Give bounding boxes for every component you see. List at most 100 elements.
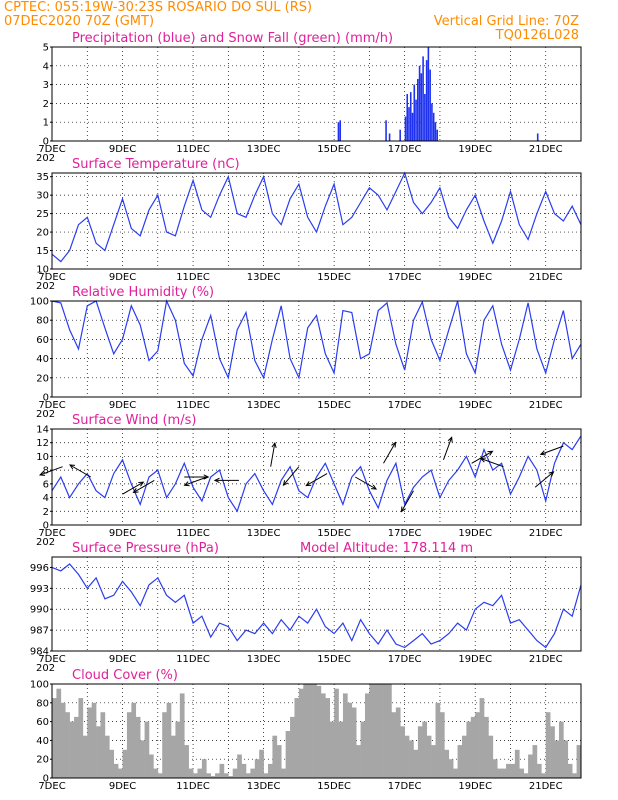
cloud-bar [219, 763, 225, 778]
cloud-bar [435, 702, 441, 778]
cloud-bar [69, 721, 75, 778]
y-tick-label: 60 [36, 717, 49, 728]
cloud-bar [576, 745, 582, 778]
y-tick-label: 4 [43, 61, 49, 72]
x-tick-label: 9DEC [109, 144, 136, 155]
panel-rh: 0 20 40 60 80 100 7DEC 9DEC 11DEC 13DEC 15DEC 17DEC… [30, 285, 582, 420]
panel-wind: 0 2 4 6 8 10 12 14 7DEC 9DEC 11DEC 13DEC 15DEC 17DEC 1… [36, 413, 582, 548]
precip-bar [411, 112, 414, 141]
y-tick-label: 993 [30, 584, 49, 595]
cloud-bar [572, 773, 577, 778]
y-tick-label: 30 [36, 191, 49, 202]
x-tick-label: 19DEC [458, 272, 492, 283]
cloud-bar [74, 716, 79, 778]
cloud-bar [519, 768, 524, 778]
y-tick-label: 100 [30, 680, 49, 691]
cloud-bar [488, 735, 494, 778]
cloud-bar [78, 698, 84, 778]
cloud-bar [338, 721, 344, 778]
cloud-bar [426, 735, 432, 778]
precip-bar [417, 78, 419, 141]
cloud-bar [281, 768, 286, 778]
x-tick-label: 21DEC [529, 400, 563, 411]
cloud-bar [391, 712, 397, 778]
x-tick-label: 17DEC [388, 144, 422, 155]
cloud-bar [563, 740, 569, 778]
wind-arrow-head [305, 481, 312, 487]
x-tick-label: 19DEC [458, 781, 492, 792]
cloud-bar [316, 685, 322, 778]
cloud-bar [325, 698, 331, 778]
y-tick-label: 20 [36, 755, 49, 766]
x-tick-label: 19DEC [458, 654, 492, 665]
panel-title: Precipitation (blue) and Snow Fall (gree… [72, 31, 393, 46]
x-tick-label: 19DEC [458, 400, 492, 411]
y-tick-label: 987 [30, 626, 49, 637]
header-run-time: 07DEC2020 70Z (GMT) [4, 14, 154, 29]
cloud-bar [197, 768, 203, 778]
y-tick-label: 5 [43, 43, 49, 54]
y-tick-label: 990 [30, 605, 49, 616]
y-tick-label: 0 [43, 521, 49, 532]
y-tick-label: 35 [36, 172, 49, 183]
cloud-bar [444, 749, 450, 778]
header-station: CPTEC: 055:19W-30:23S ROSARIO DO SUL (RS… [4, 0, 312, 15]
cloud-bar [188, 768, 194, 778]
cloud-bar [285, 731, 291, 778]
precip-bar [408, 107, 410, 141]
cloud-bar [113, 763, 119, 778]
cloud-bar [228, 776, 234, 778]
cloud-bar [320, 693, 326, 778]
cloud-bar [484, 716, 489, 778]
cloud-bar [470, 716, 476, 778]
x-tick-label: 17DEC [388, 528, 422, 539]
x-tick-label: 9DEC [109, 528, 136, 539]
cloud-bar [100, 712, 106, 778]
x-tick-label: 9DEC [109, 272, 136, 283]
cloud-bar [312, 684, 317, 778]
wind-arrow [133, 479, 155, 493]
panel-title: Relative Humidity (%) [72, 285, 214, 300]
cloud-bar [290, 716, 295, 778]
cloud-bar [223, 773, 229, 778]
x-tick-label: 11DEC [176, 528, 210, 539]
cloud-bar [237, 754, 242, 778]
cloud-bar [171, 735, 176, 778]
cloud-bar [351, 707, 357, 778]
cloud-bar [298, 688, 304, 778]
wind-line [51, 435, 582, 513]
cloud-bar [395, 707, 401, 778]
cloud-bar [303, 684, 308, 778]
cloud-bar [157, 773, 163, 778]
rh-line [51, 299, 582, 380]
wind-arrow-head [282, 480, 289, 486]
cloud-bar [409, 740, 414, 778]
cloud-bar [431, 745, 436, 778]
precip-bar [413, 84, 416, 141]
wind-arrow-head [203, 474, 210, 480]
x-tick-label: 15DEC [317, 272, 351, 283]
y-tick-label: 80 [36, 316, 49, 327]
panel-title: Surface Temperature (nC) [72, 157, 240, 172]
x-tick-label: 11DEC [176, 400, 210, 411]
cloud-bar [400, 726, 405, 778]
x-tick-label: 21DEC [529, 528, 563, 539]
cloud-bar [135, 716, 141, 778]
y-tick-label: 2 [43, 99, 49, 110]
wind-arrow-head [400, 506, 406, 513]
panel-cloud: 0 20 40 60 80 100 7DEC 9DEC 11DEC 13DEC 15DEC 17DEC… [30, 668, 582, 792]
y-tick-label: 20 [36, 373, 49, 384]
cloud-bar [356, 745, 361, 778]
wind-arrow-head [539, 450, 546, 456]
panel-title: Surface Pressure (hPa) [72, 541, 219, 556]
cloud-bar [545, 712, 551, 778]
wind-arrow-head [479, 457, 486, 463]
y-tick-label: 12 [36, 438, 49, 449]
cloud-bar [232, 768, 238, 778]
panel-temp: 10 15 20 25 30 35 7DEC 9DEC 11DEC 13DEC 15DEC 17DEC… [36, 157, 582, 292]
temp-line [51, 171, 582, 263]
x-tick-label: 11DEC [176, 654, 210, 665]
x-tick-label: 13DEC [247, 272, 281, 283]
precip-bar [388, 133, 391, 141]
